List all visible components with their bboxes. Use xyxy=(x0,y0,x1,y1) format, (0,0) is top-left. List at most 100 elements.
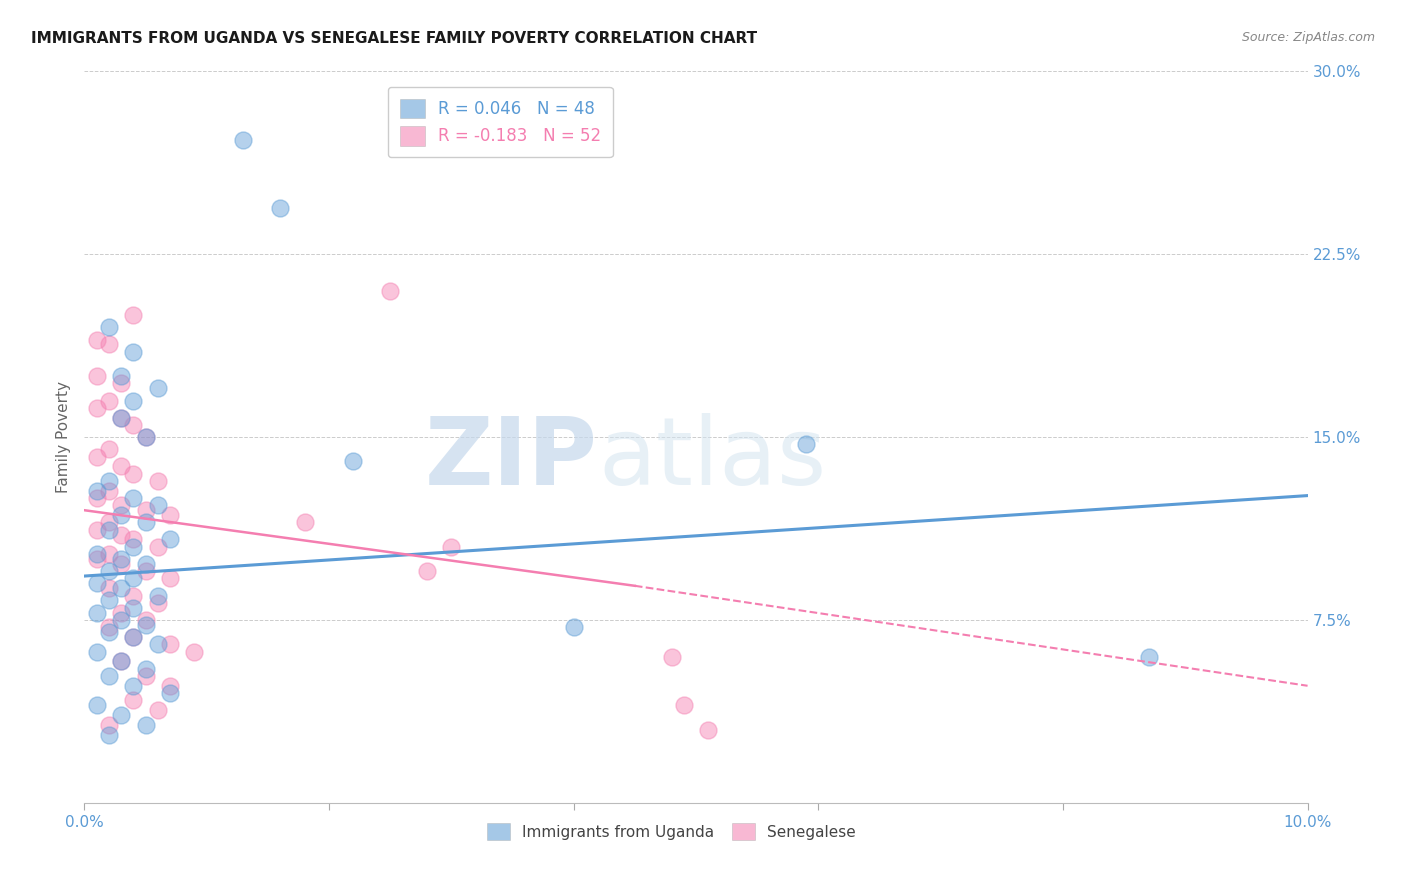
Point xyxy=(269,201,291,215)
Point xyxy=(97,593,120,607)
Point xyxy=(110,499,132,513)
Point xyxy=(146,637,169,651)
Point xyxy=(135,669,157,683)
Point xyxy=(146,499,169,513)
Point xyxy=(110,508,132,522)
Point xyxy=(97,320,120,334)
Point xyxy=(97,669,120,683)
Point xyxy=(110,613,132,627)
Text: Source: ZipAtlas.com: Source: ZipAtlas.com xyxy=(1241,31,1375,45)
Point xyxy=(97,523,120,537)
Point xyxy=(1137,649,1160,664)
Text: ZIP: ZIP xyxy=(425,413,598,505)
Point xyxy=(122,600,145,615)
Point xyxy=(135,430,157,444)
Point xyxy=(122,533,145,547)
Point xyxy=(97,442,120,457)
Point xyxy=(122,393,145,408)
Point xyxy=(380,284,402,298)
Point xyxy=(86,547,108,561)
Point xyxy=(122,693,145,707)
Point xyxy=(122,344,145,359)
Point xyxy=(135,503,157,517)
Point xyxy=(135,557,157,571)
Point xyxy=(86,491,108,505)
Legend: Immigrants from Uganda, Senegalese: Immigrants from Uganda, Senegalese xyxy=(481,816,862,847)
Point xyxy=(97,718,120,732)
Point xyxy=(110,654,132,668)
Point xyxy=(97,337,120,351)
Point xyxy=(86,606,108,620)
Point xyxy=(122,589,145,603)
Point xyxy=(86,523,108,537)
Point xyxy=(97,581,120,595)
Point xyxy=(110,527,132,541)
Point xyxy=(122,308,145,322)
Point xyxy=(146,596,169,610)
Point xyxy=(135,613,157,627)
Point xyxy=(97,620,120,634)
Point xyxy=(146,703,169,717)
Text: IMMIGRANTS FROM UGANDA VS SENEGALESE FAMILY POVERTY CORRELATION CHART: IMMIGRANTS FROM UGANDA VS SENEGALESE FAM… xyxy=(31,31,756,46)
Point xyxy=(416,564,439,578)
Point xyxy=(294,516,316,530)
Point xyxy=(86,698,108,713)
Point xyxy=(342,454,364,468)
Point xyxy=(440,540,463,554)
Point xyxy=(232,133,254,147)
Point xyxy=(97,393,120,408)
Point xyxy=(697,723,720,737)
Point xyxy=(110,552,132,566)
Point xyxy=(661,649,683,664)
Point xyxy=(122,630,145,644)
Point xyxy=(97,564,120,578)
Point xyxy=(146,474,169,488)
Point xyxy=(86,333,108,347)
Point xyxy=(110,606,132,620)
Point xyxy=(97,516,120,530)
Point xyxy=(122,679,145,693)
Text: atlas: atlas xyxy=(598,413,827,505)
Point xyxy=(146,540,169,554)
Y-axis label: Family Poverty: Family Poverty xyxy=(56,381,72,493)
Point xyxy=(110,369,132,384)
Point xyxy=(159,572,181,586)
Point xyxy=(135,662,157,676)
Point xyxy=(86,369,108,384)
Point xyxy=(672,698,695,713)
Point xyxy=(159,508,181,522)
Point xyxy=(97,547,120,561)
Point xyxy=(122,572,145,586)
Point xyxy=(86,401,108,415)
Point xyxy=(110,708,132,723)
Point xyxy=(97,483,120,498)
Point xyxy=(183,645,205,659)
Point xyxy=(122,630,145,644)
Point xyxy=(135,718,157,732)
Point xyxy=(110,410,132,425)
Point xyxy=(110,459,132,474)
Point xyxy=(159,533,181,547)
Point xyxy=(135,617,157,632)
Point xyxy=(97,727,120,741)
Point xyxy=(97,474,120,488)
Point xyxy=(110,376,132,391)
Point xyxy=(135,516,157,530)
Point xyxy=(794,437,817,451)
Point xyxy=(97,625,120,640)
Point xyxy=(86,645,108,659)
Point xyxy=(110,654,132,668)
Point xyxy=(159,637,181,651)
Point xyxy=(146,589,169,603)
Point xyxy=(110,581,132,595)
Point xyxy=(86,576,108,591)
Point xyxy=(159,686,181,700)
Point xyxy=(86,450,108,464)
Point xyxy=(135,430,157,444)
Point xyxy=(562,620,585,634)
Point xyxy=(122,417,145,432)
Point xyxy=(146,381,169,395)
Point xyxy=(86,552,108,566)
Point xyxy=(110,557,132,571)
Point xyxy=(122,540,145,554)
